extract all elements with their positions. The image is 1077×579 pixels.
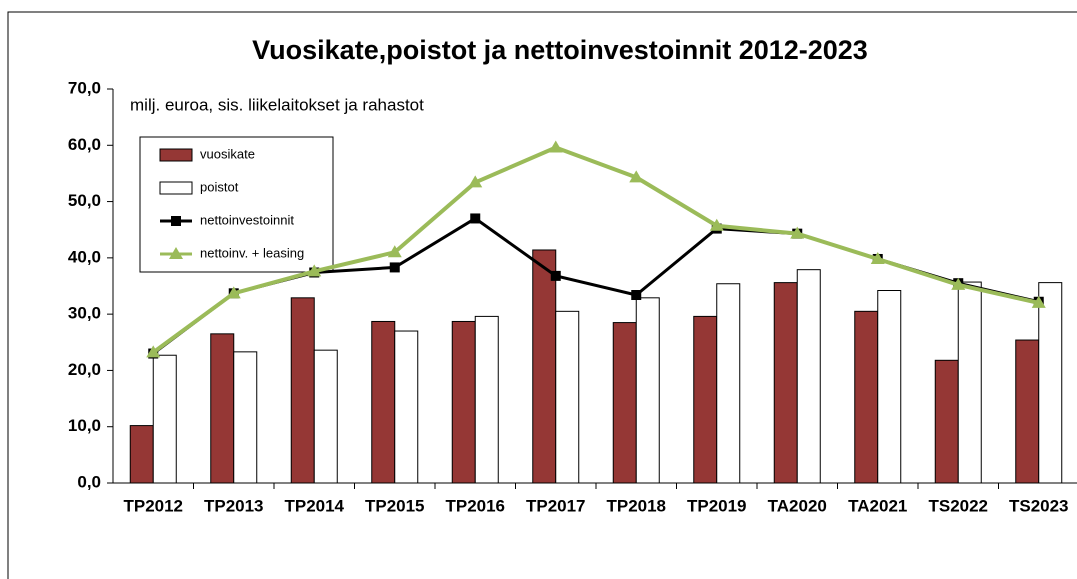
marker <box>709 218 724 231</box>
y-tick-label: 20,0 <box>68 360 101 379</box>
bar <box>451 320 476 484</box>
bar <box>152 354 177 484</box>
marker <box>550 270 561 281</box>
y-tick-label: 10,0 <box>68 416 101 435</box>
marker <box>171 216 181 226</box>
x-tick-label: TS2023 <box>1009 496 1069 515</box>
bar <box>716 283 741 484</box>
marker <box>951 277 966 290</box>
x-tick-label: TP2017 <box>526 496 586 515</box>
marker <box>629 170 644 183</box>
y-tick-label: 60,0 <box>68 135 101 154</box>
bar <box>854 310 879 484</box>
marker <box>387 245 402 258</box>
bar <box>796 269 821 484</box>
legend-label: nettoinv. + leasing <box>200 245 304 260</box>
bar <box>877 290 902 484</box>
x-tick-label: TP2016 <box>445 496 505 515</box>
y-tick-label: 30,0 <box>68 304 101 323</box>
bar <box>1038 282 1063 484</box>
bar <box>612 322 637 484</box>
bar <box>957 281 982 484</box>
bar <box>934 359 959 484</box>
x-tick-label: TP2012 <box>123 496 183 515</box>
marker <box>548 140 563 153</box>
line <box>152 145 1040 355</box>
y-tick-label: 70,0 <box>68 78 101 97</box>
bar <box>210 333 235 484</box>
bar <box>635 297 660 484</box>
bar <box>555 310 580 484</box>
y-tick-label: 0,0 <box>77 472 101 491</box>
x-tick-label: TP2015 <box>365 496 425 515</box>
legend-label: poistot <box>200 179 239 194</box>
marker <box>790 226 805 239</box>
bar <box>129 425 154 484</box>
legend-label: vuosikate <box>200 146 255 161</box>
marker <box>468 175 483 188</box>
bar <box>474 315 499 484</box>
x-tick-label: TA2021 <box>848 496 907 515</box>
legend-swatch <box>159 148 193 162</box>
marker <box>307 264 322 277</box>
marker <box>226 286 241 299</box>
marker <box>631 290 642 301</box>
legend-swatch <box>159 181 193 195</box>
annotation: milj. euroa, sis. liikelaitokset ja raha… <box>130 95 424 114</box>
marker <box>470 213 481 224</box>
bar <box>773 282 798 484</box>
legend-label: nettoinvestoinnit <box>200 212 294 227</box>
bar <box>233 351 258 484</box>
y-tick-label: 40,0 <box>68 247 101 266</box>
x-tick-label: TP2019 <box>687 496 747 515</box>
marker <box>1031 295 1046 308</box>
x-tick-label: TP2014 <box>284 496 344 515</box>
bar <box>371 320 396 484</box>
chart-title: Vuosikate,poistot ja nettoinvestoinnit 2… <box>252 35 868 65</box>
bar <box>1015 339 1040 484</box>
bar <box>313 349 338 484</box>
x-tick-label: TP2013 <box>204 496 264 515</box>
marker <box>870 251 885 264</box>
bar <box>290 297 315 484</box>
bar <box>394 330 419 484</box>
x-tick-label: TP2018 <box>606 496 666 515</box>
marker <box>146 345 161 358</box>
x-tick-label: TS2022 <box>928 496 988 515</box>
x-tick-label: TA2020 <box>768 496 827 515</box>
bar <box>532 249 557 484</box>
bar <box>693 315 718 484</box>
marker <box>389 262 400 273</box>
y-tick-label: 50,0 <box>68 191 101 210</box>
marker <box>169 247 183 259</box>
